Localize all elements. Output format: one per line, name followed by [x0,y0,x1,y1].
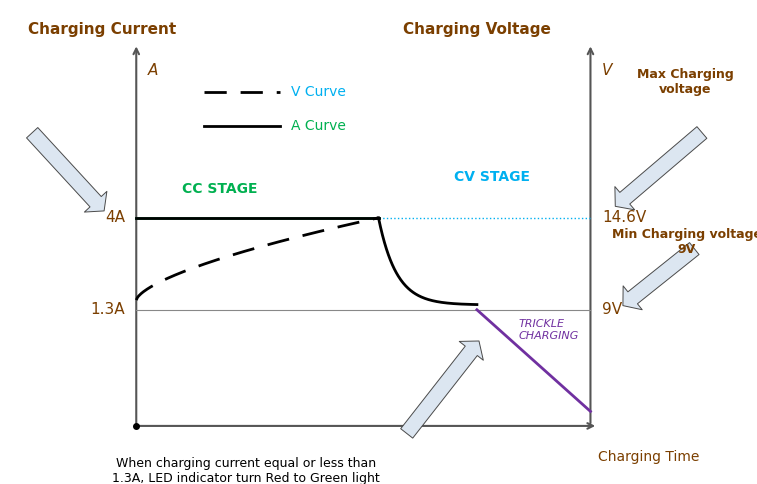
Text: Min Charging voltage
9V: Min Charging voltage 9V [612,228,757,256]
Text: Max Charging
voltage: Max Charging voltage [637,68,734,96]
Text: CV STAGE: CV STAGE [454,170,530,184]
Text: CC STAGE: CC STAGE [182,182,257,196]
Text: 14.6V: 14.6V [602,211,646,225]
Text: V: V [602,63,612,78]
Text: TRICKLE
CHARGING: TRICKLE CHARGING [519,319,579,341]
Text: Charging Time: Charging Time [598,450,699,464]
Text: 9V: 9V [602,302,622,317]
Text: 4A: 4A [105,211,125,225]
Text: A: A [148,63,158,78]
Text: A Curve: A Curve [291,119,346,133]
Text: Charging Current: Charging Current [28,22,176,36]
Text: V Curve: V Curve [291,85,346,99]
Text: When charging current equal or less than
1.3A, LED indicator turn Red to Green l: When charging current equal or less than… [112,457,380,484]
Text: 1.3A: 1.3A [90,302,125,317]
Text: Charging Voltage: Charging Voltage [403,22,551,36]
